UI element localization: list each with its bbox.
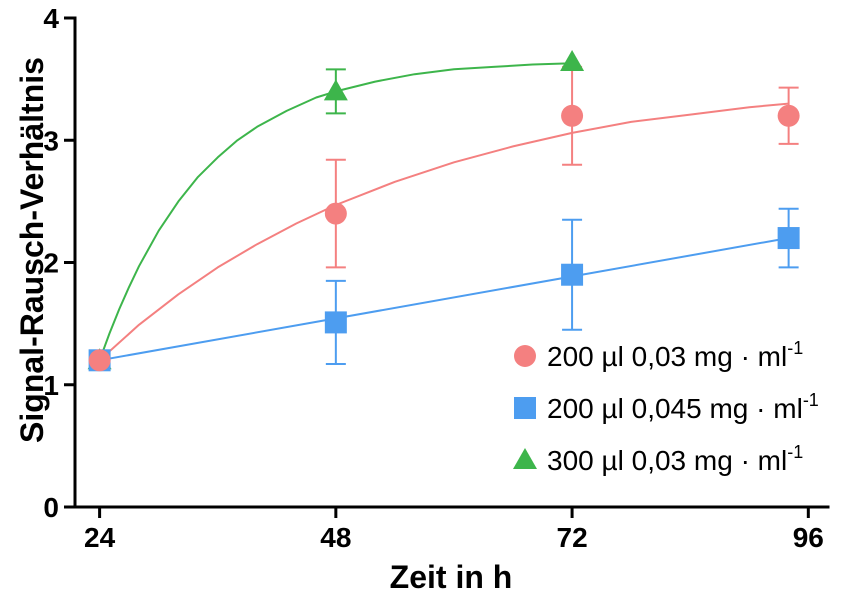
series-1-circle-point: [777, 104, 800, 127]
series-2-fit-curve: [99, 237, 789, 362]
fit-curves: [98, 62, 789, 362]
legend-label-main: 300 µl 0,03 mg · ml: [547, 445, 787, 476]
series-1-circle-point: [561, 104, 584, 127]
series-1-circle-point: [324, 202, 347, 225]
x-tick-label: 72: [557, 522, 588, 553]
series-3-triangle-point: [560, 50, 585, 72]
x-tick-label: 96: [793, 522, 824, 553]
x-tick-label: 24: [84, 522, 116, 553]
series-3-fit-curve: [98, 62, 573, 361]
axes: [73, 16, 830, 509]
legend-label: 300 µl 0,03 mg · ml-1: [547, 442, 803, 476]
legend-item: 300 µl 0,03 mg · ml-1: [513, 442, 803, 476]
series-2-square-point: [561, 263, 584, 286]
x-tick-label: 48: [320, 522, 351, 553]
legend-circle-marker: [514, 345, 536, 367]
legend-triangle-marker: [513, 448, 537, 469]
y-axis-label: Signal-Rausch-Verhältnis: [14, 57, 50, 443]
legend-label: 200 µl 0,045 mg · ml-1: [547, 390, 819, 424]
legend-square-marker: [514, 397, 536, 419]
legend-label-main: 200 µl 0,045 mg · ml: [547, 393, 803, 424]
series-3-triangle-point: [323, 79, 348, 101]
legend: 200 µl 0,03 mg · ml-1 200 µl 0,045 mg · …: [513, 338, 819, 476]
x-axis-label: Zeit in h: [390, 559, 513, 592]
y-tick-label: 3: [43, 125, 59, 156]
data-points: [87, 50, 800, 372]
series-1-fit-curve: [98, 102, 789, 362]
series-2-square-point: [324, 311, 347, 334]
y-tick-label: 2: [43, 248, 59, 279]
legend-label-superscript: -1: [787, 442, 803, 462]
legend-item: 200 µl 0,045 mg · ml-1: [514, 390, 819, 424]
legend-item: 200 µl 0,03 mg · ml-1: [514, 338, 803, 372]
y-tick-label: 4: [43, 3, 59, 34]
legend-label-main: 200 µl 0,03 mg · ml: [547, 341, 787, 372]
axis-ticks: 24 48 72 96 0 1 2 3 4: [43, 3, 823, 553]
y-tick-label: 0: [43, 492, 59, 523]
series-2-square-point: [777, 227, 800, 250]
legend-label: 200 µl 0,03 mg · ml-1: [547, 338, 803, 372]
y-tick-label: 1: [43, 370, 59, 401]
series-1-circle-point: [88, 349, 111, 372]
legend-label-superscript: -1: [787, 338, 803, 358]
legend-label-superscript: -1: [803, 390, 819, 410]
